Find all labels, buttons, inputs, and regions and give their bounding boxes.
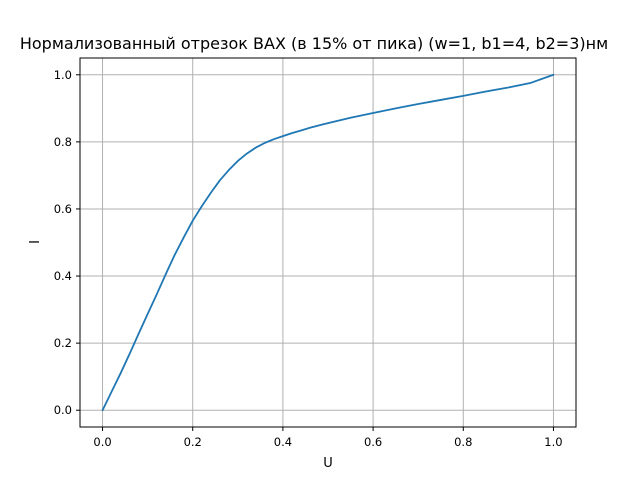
y-tick-label: 0.8 (54, 135, 72, 149)
y-tick-label: 0.6 (54, 202, 72, 216)
x-tick-label: 1.0 (544, 435, 562, 449)
chart-title: Нормализованный отрезок ВАХ (в 15% от пи… (20, 34, 608, 53)
y-tick-label: 0.2 (54, 336, 72, 350)
y-tick-label: 0.0 (54, 403, 72, 417)
x-tick-label: 0.2 (184, 435, 202, 449)
x-axis: 0.0 0.2 0.4 0.6 0.8 1.0 (93, 427, 563, 449)
x-axis-label: U (323, 456, 333, 471)
x-tick-label: 0.6 (364, 435, 382, 449)
y-axis: 0.0 0.2 0.4 0.6 0.8 1.0 (54, 68, 80, 417)
x-tick-label: 0.0 (93, 435, 111, 449)
plot-area-frame (79, 57, 577, 428)
y-axis-label: I (28, 240, 43, 244)
y-tick-label: 1.0 (54, 68, 72, 82)
y-tick-label: 0.4 (54, 269, 72, 283)
series-layer (101, 73, 555, 412)
x-tick-label: 0.8 (454, 435, 472, 449)
x-tick-label: 0.4 (274, 435, 292, 449)
grid (80, 58, 576, 427)
series-line (101, 73, 555, 412)
